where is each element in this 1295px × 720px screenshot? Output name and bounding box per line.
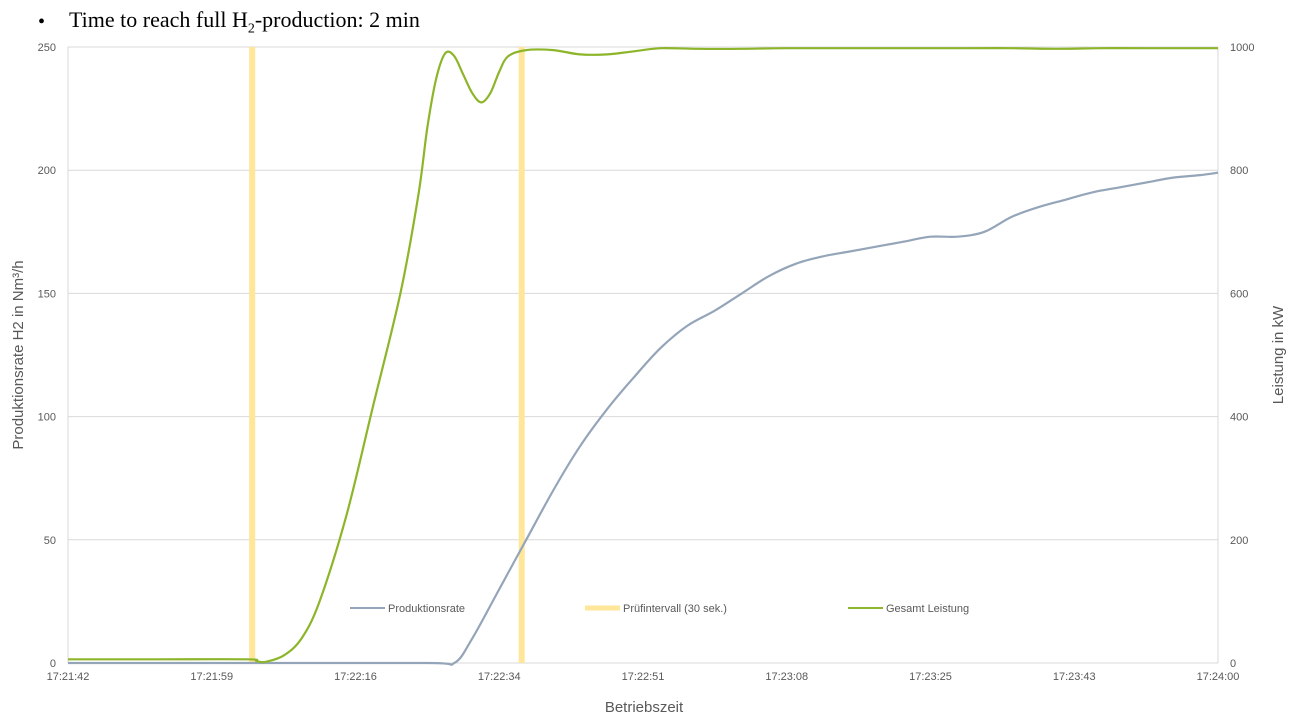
x-tick: 17:21:59 (190, 671, 233, 683)
test-interval-markers (249, 47, 525, 663)
y-tick-left: 250 (38, 42, 56, 54)
y-axis-title-left: Produktionsrate H2 in Nm³/h (10, 260, 27, 449)
gridlines (67, 46, 1219, 664)
headline-text: Time to reach full H2-production: 2 min (69, 7, 420, 37)
y-axis-title-right: Leistung in kW (1270, 305, 1287, 404)
x-tick: 17:24:00 (1197, 671, 1240, 683)
y-tick-left: 150 (38, 288, 56, 300)
y-tick-right: 800 (1230, 165, 1248, 177)
y-tick-left: 100 (38, 412, 56, 424)
x-tick: 17:22:51 (622, 671, 665, 683)
y-tick-right: 400 (1230, 412, 1248, 424)
y-tick-right: 600 (1230, 288, 1248, 300)
bullet-icon: • (38, 10, 46, 33)
y-tick-left: 200 (38, 165, 56, 177)
legend-label-gesamt-leistung: Gesamt Leistung (886, 603, 969, 615)
legend: Produktionsrate Prüfintervall (30 sek.) … (350, 603, 969, 615)
x-tick: 17:22:34 (478, 671, 521, 683)
y-tick-left: 50 (44, 535, 56, 547)
y-tick-right: 200 (1230, 535, 1248, 547)
y-tick-right: 1000 (1230, 42, 1254, 54)
x-axis-title: Betriebszeit (605, 699, 684, 716)
headline-suffix: -production: 2 min (254, 6, 420, 32)
series-lines (67, 47, 1219, 666)
headline-subscript: 2 (247, 21, 255, 37)
series-line-gesamt-leistung (67, 47, 1218, 664)
legend-label-produktionsrate: Produktionsrate (388, 603, 465, 615)
series-line-produktionsrate (68, 171, 1219, 666)
y-tick-right: 0 (1230, 658, 1236, 670)
x-tick: 17:22:16 (334, 671, 377, 683)
tick-labels: 0 50 100 150 200 250 0 200 400 600 800 1000 17:21:42… (38, 42, 1255, 683)
x-tick: 17:23:25 (909, 671, 952, 683)
x-tick: 17:23:43 (1053, 671, 1096, 683)
x-tick: 17:23:08 (765, 671, 808, 683)
legend-label-pruefintervall: Prüfintervall (30 sek.) (623, 603, 727, 615)
x-tick: 17:21:42 (47, 671, 90, 683)
headline-prefix: Time to reach full H (69, 6, 248, 32)
y-tick-left: 0 (50, 658, 56, 670)
headline: • Time to reach full H2-production: 2 mi… (38, 4, 420, 40)
